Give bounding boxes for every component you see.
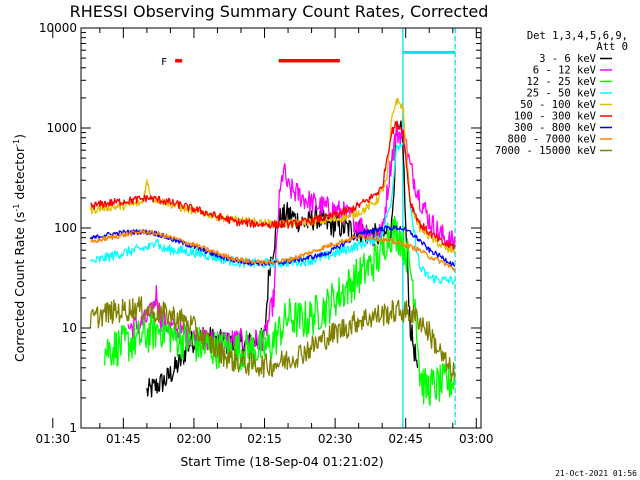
chart-title: RHESSI Observing Summary Count Rates, Co… bbox=[70, 2, 489, 21]
legend-label-5: 100 - 300 keV bbox=[514, 111, 597, 123]
legend-label-6: 300 - 800 keV bbox=[514, 122, 597, 134]
legend-label-4: 50 - 100 keV bbox=[520, 99, 597, 111]
x-tick-label: 02:00 bbox=[177, 432, 212, 446]
series-line-2 bbox=[103, 216, 456, 407]
x-tick-label: 02:15 bbox=[247, 432, 282, 446]
y-tick-label: 1000 bbox=[46, 121, 77, 135]
y-axis-label: Corrected Count Rate (s-1 detector-1) bbox=[12, 134, 27, 362]
series-line-8 bbox=[89, 296, 456, 382]
legend-label-3: 25 - 50 keV bbox=[526, 88, 596, 100]
x-axis-label: Start Time (18-Sep-04 01:21:02) bbox=[180, 454, 383, 469]
x-tick-label: 01:30 bbox=[35, 432, 70, 446]
y-tick-label: 10000 bbox=[39, 21, 77, 35]
footer-date: 21-Oct-2021 01:56 bbox=[555, 469, 637, 478]
legend-label-0: 3 - 6 keV bbox=[539, 53, 597, 65]
plot-clip: SNF bbox=[81, 28, 456, 428]
legend-label-2: 12 - 25 keV bbox=[526, 76, 596, 88]
legend-header: Det 1,3,4,5,6,9, bbox=[527, 30, 628, 42]
legend-header-att: Att 0 bbox=[596, 41, 628, 53]
y-tick-label: 10 bbox=[62, 321, 77, 335]
legend-label-8: 7000 - 15000 keV bbox=[495, 145, 597, 157]
x-tick-label: 03:00 bbox=[459, 432, 494, 446]
y-tick-label: 1 bbox=[69, 421, 77, 435]
x-tick-label: 02:45 bbox=[388, 432, 423, 446]
plot-area: SNF bbox=[81, 28, 456, 428]
y-tick-label: 100 bbox=[54, 221, 77, 235]
x-tick-label: 01:45 bbox=[106, 432, 141, 446]
series-line-1 bbox=[127, 122, 456, 353]
series-line-7 bbox=[90, 228, 456, 272]
x-tick-label: 02:30 bbox=[318, 432, 353, 446]
series-line-5 bbox=[90, 120, 456, 251]
legend-label-7: 800 - 7000 keV bbox=[507, 134, 596, 146]
axes: 1 10 100 1000 10000 01:30 01:45 02:00 02:15 02:30… bbox=[35, 21, 493, 446]
flag-label-f: F bbox=[161, 57, 167, 68]
legend-label-1: 6 - 12 keV bbox=[533, 65, 597, 77]
